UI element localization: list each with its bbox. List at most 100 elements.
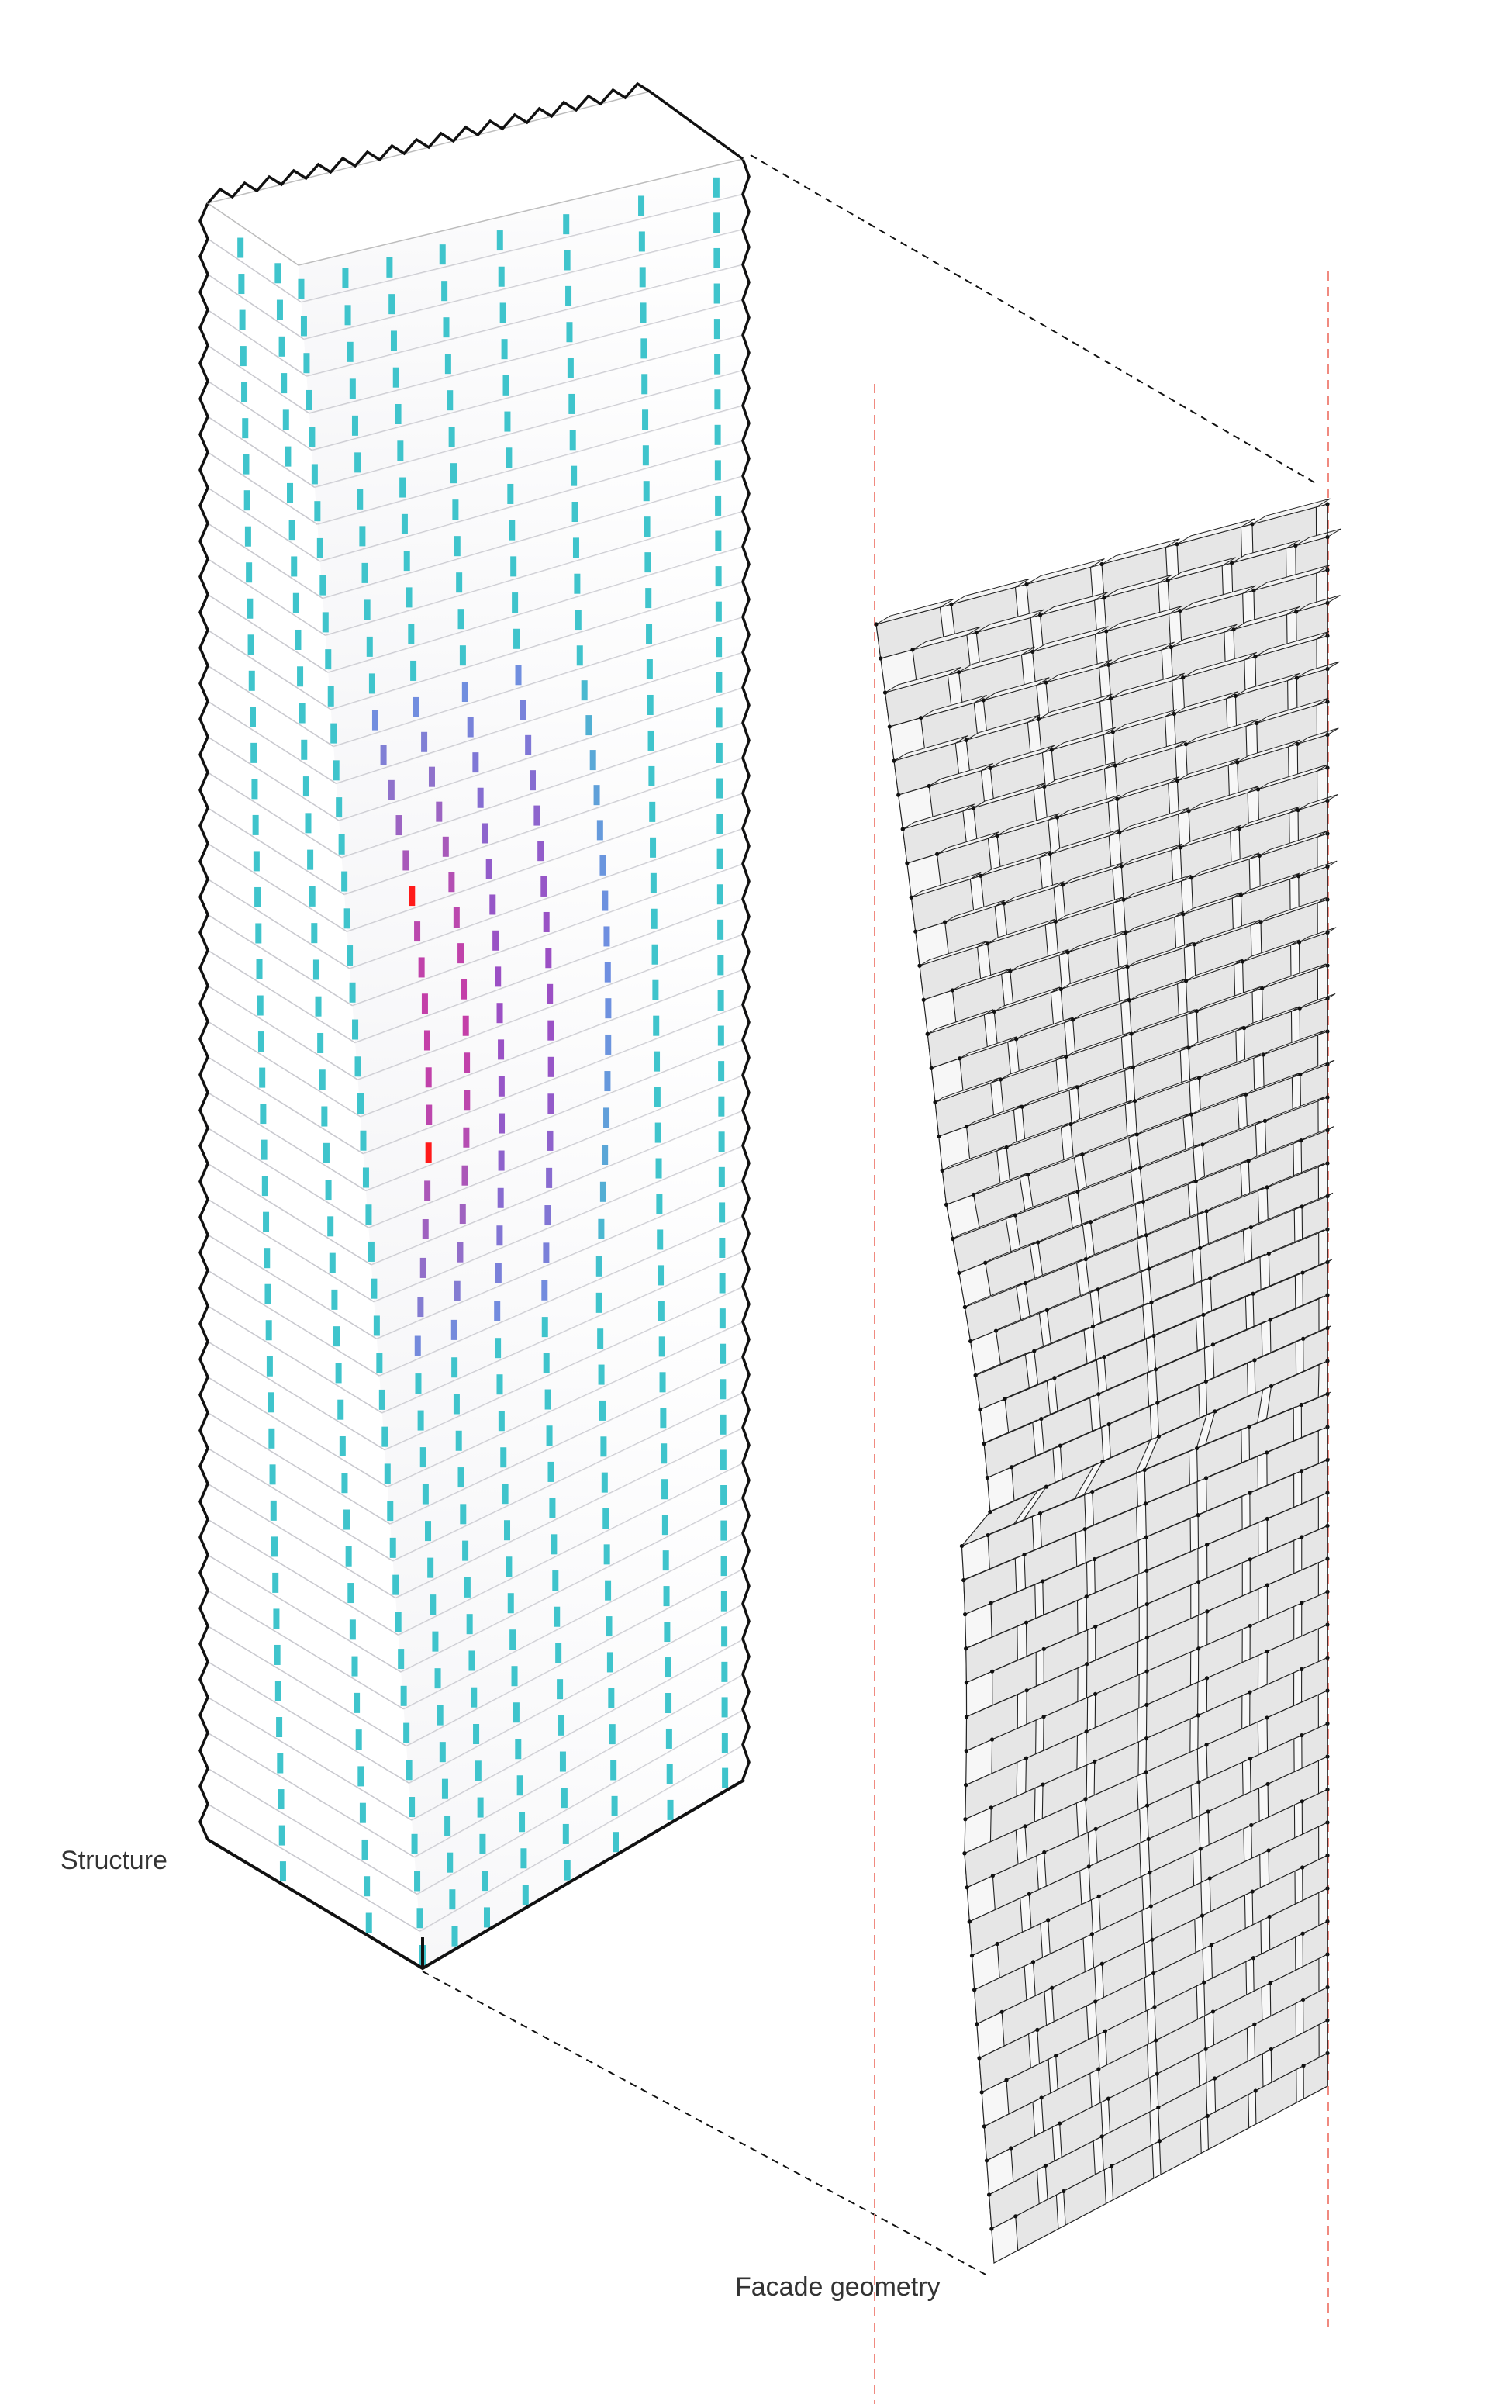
facade-panel-fin — [1051, 727, 1117, 751]
facade-panel-fin — [1044, 761, 1117, 787]
facade-node — [1169, 644, 1173, 650]
slab-edge-front — [338, 686, 744, 821]
facade-node — [1144, 1770, 1148, 1774]
column-segment — [713, 212, 720, 233]
column-segment — [351, 1656, 358, 1677]
floor-band — [341, 722, 744, 895]
facade-node — [1267, 1914, 1272, 1919]
facade-panel-fin — [1191, 852, 1260, 879]
facade-node — [967, 1919, 972, 1924]
facade-node — [1186, 1045, 1191, 1050]
facade-panel-fin — [1242, 939, 1300, 962]
facade-node — [1204, 1543, 1210, 1547]
column-segment — [287, 482, 294, 503]
leader-lines — [422, 154, 1319, 2277]
column-segment — [361, 562, 368, 583]
column-segment — [640, 338, 647, 359]
column-segment — [250, 742, 257, 763]
facade-row — [951, 1095, 1330, 1274]
facade-panel-fin — [1055, 897, 1124, 922]
facade-node — [1106, 662, 1111, 667]
facade-row — [984, 1985, 1330, 2196]
facade-panel-fin — [1302, 1259, 1333, 1273]
facade-panel-fin — [1214, 1387, 1267, 1412]
facade-node — [959, 1543, 964, 1549]
column-segment — [501, 339, 508, 360]
column-segment — [452, 499, 459, 520]
column-segment — [292, 592, 299, 613]
facade-panel-fin — [1255, 631, 1330, 658]
column-segment — [388, 294, 395, 315]
column-segment — [333, 760, 340, 781]
column-segment — [651, 908, 658, 929]
column-segment — [543, 1242, 550, 1263]
column-segment — [520, 1848, 527, 1869]
column-segment — [248, 670, 255, 691]
facade-panel-fin — [1060, 1425, 1106, 1446]
facade-node — [1301, 2064, 1306, 2068]
facade-panel-fin — [1113, 709, 1178, 733]
column-segment — [496, 1374, 503, 1395]
column-segment — [515, 1739, 522, 1760]
facade-panel-fin — [1102, 1438, 1155, 1463]
floor-band — [401, 1498, 744, 1709]
facade-node — [1080, 1152, 1085, 1157]
column-segment — [540, 876, 547, 897]
column-segment — [464, 1052, 471, 1073]
column-segment — [261, 1176, 268, 1197]
column-segment — [285, 446, 292, 467]
facade-node — [1082, 1527, 1087, 1532]
column-segment — [371, 1278, 378, 1299]
column-segment — [454, 536, 461, 557]
facade-node — [1039, 2095, 1044, 2100]
facade-node — [972, 1192, 976, 1197]
facade-node — [1106, 1422, 1111, 1427]
column-segment — [574, 573, 581, 594]
facade-node — [1200, 1142, 1205, 1147]
facade-node — [1196, 1780, 1201, 1784]
slab-edge-left — [207, 558, 326, 637]
column-segment — [547, 983, 554, 1004]
facade-node — [1183, 979, 1189, 983]
facade-panel-fin — [980, 850, 1051, 876]
column-segment — [716, 742, 723, 763]
column-segment — [357, 489, 364, 510]
facade-node — [927, 783, 931, 789]
facade-panel-fin — [1101, 538, 1180, 565]
facade-row — [968, 1192, 1334, 1377]
facade-node — [1178, 609, 1182, 613]
column-segment — [321, 1106, 328, 1127]
facade-node — [1041, 1646, 1046, 1651]
facade-node — [1181, 912, 1186, 917]
column-segment — [551, 1534, 558, 1555]
column-segment — [567, 358, 574, 378]
column-segment — [395, 403, 402, 424]
column-segment — [463, 1127, 470, 1148]
facade-panel-fin — [1144, 1449, 1193, 1470]
column-segment — [720, 1484, 727, 1505]
facade-node — [1300, 1270, 1305, 1275]
column-segment — [414, 921, 421, 942]
facade-node — [919, 716, 923, 720]
column-segment — [547, 1461, 554, 1482]
slab-edge-left — [207, 487, 321, 562]
facade-node — [1252, 1358, 1257, 1363]
facade-panel-fin — [983, 677, 1050, 701]
column-segment — [439, 1742, 446, 1763]
facade-node — [1294, 675, 1300, 680]
column-segment — [522, 1885, 529, 1905]
column-segment — [719, 1237, 726, 1258]
column-segment — [257, 1031, 264, 1052]
column-segment — [368, 1241, 375, 1262]
facade-panel-fin — [1231, 540, 1300, 564]
facade-panel-fin — [1134, 1076, 1197, 1102]
facade-node — [1204, 1209, 1209, 1214]
column-segment — [365, 1204, 372, 1225]
facade-node — [1053, 919, 1058, 924]
column-segment — [512, 592, 519, 613]
slab-edge-left — [207, 1127, 369, 1228]
column-segment — [273, 1608, 280, 1629]
slab-edge-left — [207, 309, 307, 377]
slab-edge-left — [207, 736, 340, 821]
column-segment — [312, 959, 319, 980]
